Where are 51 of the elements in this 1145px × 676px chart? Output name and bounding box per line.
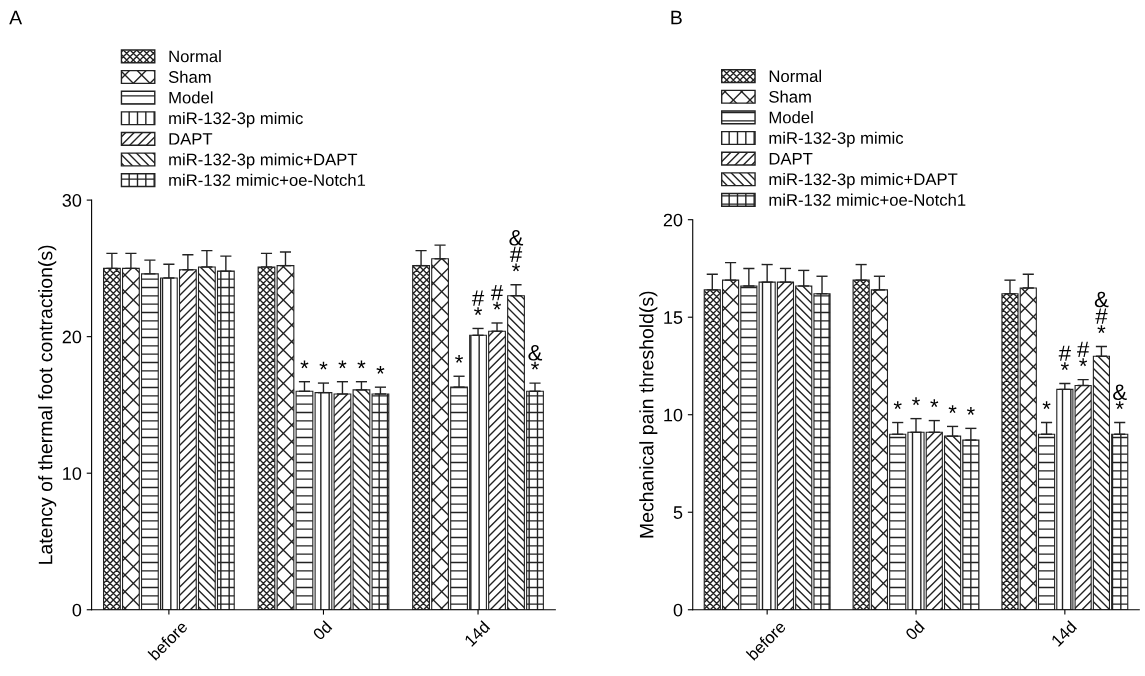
legend-label: Normal [769,69,821,83]
y-tick-label: 30 [62,194,82,207]
legend-label: Normal [169,50,221,63]
x-tick-label: 0d [311,620,333,641]
data-label: & * [528,345,543,370]
data-label: # * [1077,341,1090,367]
y-axis-title: Mechanical pain threshold(s) [639,291,658,538]
chart-title: B [671,10,682,25]
legend-label: miR-132-3p mimic [769,131,904,148]
data-label: * [376,365,385,374]
legend-label: miR-132 mimic+oe-Notch1 [769,193,966,206]
data-label: * [948,405,957,413]
y-tick-label: 5 [673,506,683,519]
legend-label: Model [769,111,813,124]
x-tick-label: 14d [463,620,491,647]
data-label: # * [471,290,485,315]
legend-label: DAPT [169,133,213,145]
y-tick-label: 15 [664,311,683,324]
legend-label: miR-132 mimic+oe-Notch1 [169,173,366,187]
x-tick-label: 14d [1050,620,1078,647]
data-label: # * [1058,345,1071,371]
data-label: & # * [1094,291,1109,333]
y-tick-label: 20 [62,330,82,344]
y-tick-label: 10 [664,408,683,422]
data-label: & # * [509,230,524,272]
data-label: * [455,354,464,363]
legend-label: Sham [168,70,211,83]
legend-label: miR-132-3p mimic+DAPT [169,153,358,169]
data-label: * [357,360,366,369]
data-label: * [300,360,309,369]
chart-title: A [9,10,23,25]
data-label: * [338,360,347,369]
y-tick-label: 0 [72,603,82,617]
legend-label: Model [169,91,213,104]
y-tick-label: 10 [63,467,82,480]
y-tick-label: 0 [673,603,683,617]
data-label: * [319,361,328,370]
data-label: # * [490,285,504,310]
data-label: * [893,401,902,410]
data-label: & * [1113,384,1127,410]
legend-label: DAPT [769,152,813,165]
x-tick-label: 0d [904,620,925,641]
legend-label: miR-132-3p mimic [169,111,303,128]
y-tick-label: 20 [663,213,683,227]
data-label: * [1042,401,1051,410]
legend-label: Sham [769,90,811,103]
data-label: * [912,397,920,406]
data-label: * [966,407,975,415]
y-axis-title: Latency of thermal foot contraction(s) [38,245,57,564]
legend-label: miR-132-3p mimic+DAPT [769,172,958,189]
data-label: * [930,399,939,408]
